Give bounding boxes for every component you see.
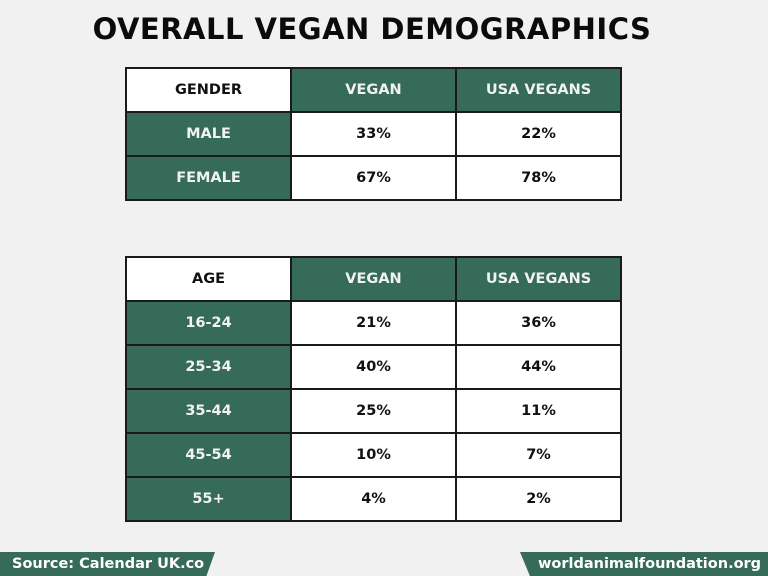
table-cell: 2% [455, 476, 622, 522]
column-header: USA VEGANS [455, 67, 622, 113]
header-row: GENDER VEGAN USA VEGANS [125, 67, 622, 113]
table-cell: 33% [290, 111, 457, 157]
table-cell: 36% [455, 300, 622, 346]
table-row: 25-34 40% 44% [125, 344, 622, 390]
table-row: MALE 33% 22% [125, 111, 622, 157]
table-cell: 7% [455, 432, 622, 478]
page-title: OVERALL VEGAN DEMOGRAPHICS [92, 12, 652, 46]
column-header: VEGAN [290, 256, 457, 302]
row-label: 35-44 [125, 388, 292, 434]
row-label: FEMALE [125, 155, 292, 201]
website-banner[interactable]: worldanimalfoundation.org [520, 552, 768, 576]
table-cell: 11% [455, 388, 622, 434]
table-cell: 10% [290, 432, 457, 478]
table-cell: 40% [290, 344, 457, 390]
table-cell: 22% [455, 111, 622, 157]
table-cell: 44% [455, 344, 622, 390]
source-banner: Source: Calendar UK.co [0, 552, 215, 576]
row-label: 45-54 [125, 432, 292, 478]
column-header: AGE [125, 256, 292, 302]
row-label: MALE [125, 111, 292, 157]
column-header: VEGAN [290, 67, 457, 113]
table-cell: 21% [290, 300, 457, 346]
row-label: 16-24 [125, 300, 292, 346]
table-row: 55+ 4% 2% [125, 476, 622, 522]
row-label: 25-34 [125, 344, 292, 390]
table-row: 16-24 21% 36% [125, 300, 622, 346]
header-row: AGE VEGAN USA VEGANS [125, 256, 622, 302]
row-label: 55+ [125, 476, 292, 522]
gender-table: GENDER VEGAN USA VEGANS MALE 33% 22% FEMALE 67%… [125, 67, 622, 201]
table-row: 35-44 25% 11% [125, 388, 622, 434]
column-header: GENDER [125, 67, 292, 113]
table-cell: 4% [290, 476, 457, 522]
table-cell: 67% [290, 155, 457, 201]
table-cell: 78% [455, 155, 622, 201]
age-table: AGE VEGAN USA VEGANS 16-24 21% 36% 25-34 40% 44%… [125, 256, 622, 522]
table-row: 45-54 10% 7% [125, 432, 622, 478]
table-row: FEMALE 67% 78% [125, 155, 622, 201]
table-cell: 25% [290, 388, 457, 434]
column-header: USA VEGANS [455, 256, 622, 302]
